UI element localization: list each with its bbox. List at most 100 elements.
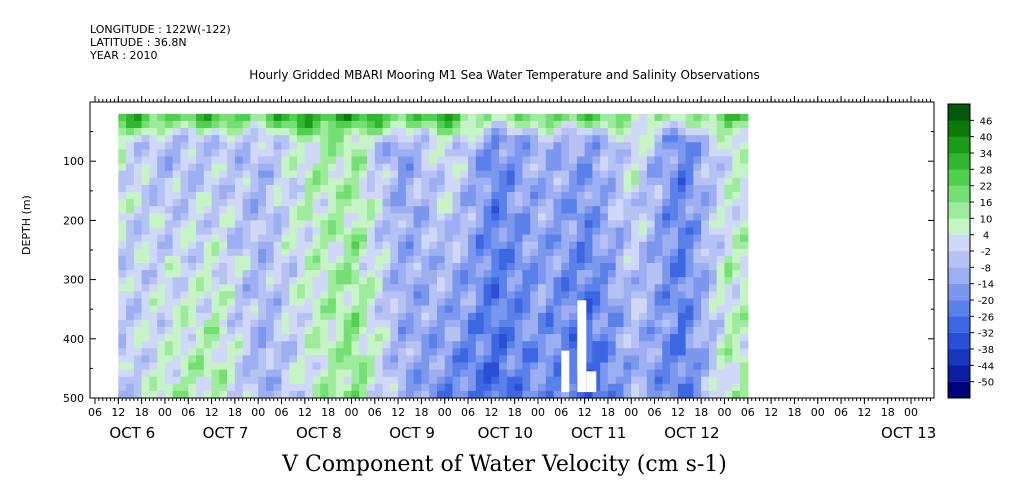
y-tick-label: 400 <box>63 333 84 346</box>
heatmap-cell <box>328 376 337 385</box>
heatmap-cell <box>273 319 283 328</box>
heatmap-cell <box>188 312 197 321</box>
heatmap-cell <box>483 327 492 335</box>
heatmap-cell <box>289 305 298 314</box>
heatmap-cell <box>133 362 143 371</box>
heatmap-cell <box>297 113 306 122</box>
heatmap-cell <box>374 255 384 264</box>
heatmap-cell <box>297 135 306 143</box>
heatmap-cell <box>491 341 500 349</box>
heatmap-cell <box>312 234 321 243</box>
heatmap-cell <box>740 220 749 229</box>
heatmap-cell <box>576 163 586 172</box>
colorbar-swatch <box>948 381 970 399</box>
heatmap-cell <box>592 177 601 186</box>
heatmap-cell <box>452 291 461 300</box>
heatmap-cell <box>374 369 384 378</box>
heatmap-cell <box>685 227 694 236</box>
heatmap-cell <box>118 199 127 207</box>
heatmap-cell <box>413 334 422 342</box>
heatmap-cell <box>281 248 290 257</box>
x-day-label: OCT 7 <box>203 424 249 442</box>
heatmap-cell <box>351 298 360 307</box>
heatmap-cell <box>413 206 422 214</box>
chart-title: Hourly Gridded MBARI Mooring M1 Sea Wate… <box>249 68 760 82</box>
heatmap-cell <box>335 135 345 143</box>
heatmap-cell <box>538 305 547 314</box>
heatmap-cell <box>607 312 617 321</box>
heatmap-cell <box>538 149 547 158</box>
heatmap-cell <box>522 248 531 257</box>
heatmap-cell <box>639 234 648 243</box>
heatmap-cell <box>701 248 710 257</box>
heatmap-cell <box>506 255 516 264</box>
heatmap-cell <box>273 213 283 221</box>
heatmap-cell <box>569 128 578 136</box>
heatmap-cell <box>297 369 306 378</box>
heatmap-cell <box>242 263 252 271</box>
heatmap-cell <box>211 213 220 221</box>
heatmap-cell <box>491 170 500 179</box>
heatmap-cell <box>328 327 337 335</box>
heatmap-cell <box>444 128 454 136</box>
heatmap-cell <box>133 305 143 314</box>
heatmap-cell <box>709 369 718 378</box>
heatmap-cell <box>654 227 663 236</box>
heatmap-cell <box>452 142 461 150</box>
heatmap-cell <box>646 277 656 285</box>
heatmap-cell <box>522 206 531 214</box>
heatmap-cell <box>180 120 189 129</box>
heatmap-cell <box>483 199 492 207</box>
heatmap-cell <box>149 128 158 136</box>
heatmap-cell <box>600 305 609 314</box>
heatmap-cell <box>242 128 252 136</box>
heatmap-cell <box>242 319 252 328</box>
heatmap-cell <box>600 390 609 399</box>
heatmap-cell <box>421 270 430 278</box>
heatmap-cell <box>382 213 391 221</box>
heatmap-cell <box>460 184 469 193</box>
heatmap-cell <box>367 177 376 186</box>
heatmap-cell <box>335 355 345 364</box>
heatmap-cell <box>398 142 407 150</box>
heatmap-cell <box>281 312 290 321</box>
heatmap-cell <box>545 341 555 349</box>
heatmap-cell <box>335 220 345 229</box>
heatmap-cell <box>623 263 632 271</box>
heatmap-cell <box>149 255 158 264</box>
heatmap-cell <box>677 192 687 200</box>
heatmap-cell <box>685 128 694 136</box>
heatmap-cell <box>281 192 290 200</box>
heatmap-cell <box>623 291 632 300</box>
heatmap-cell <box>623 270 632 278</box>
heatmap-cell <box>126 263 135 271</box>
heatmap-cell <box>211 305 220 314</box>
heatmap-cell <box>576 142 586 150</box>
heatmap-cell <box>126 213 135 221</box>
heatmap-cell <box>149 277 158 285</box>
heatmap-cell <box>716 213 726 221</box>
heatmap-cell <box>553 291 562 300</box>
heatmap-cell <box>693 369 702 378</box>
heatmap-cell <box>530 376 539 385</box>
heatmap-cell <box>569 227 578 236</box>
heatmap-cell <box>538 213 547 221</box>
heatmap-cell <box>685 355 694 364</box>
heatmap-cell <box>188 341 197 349</box>
heatmap-cell <box>234 369 244 378</box>
heatmap-cell <box>631 241 640 250</box>
heatmap-cell <box>250 241 259 250</box>
heatmap-cell <box>289 298 298 307</box>
heatmap-cell <box>522 234 531 243</box>
heatmap-cell <box>677 376 687 385</box>
heatmap-cell <box>569 149 578 158</box>
heatmap-cell <box>250 383 259 392</box>
heatmap-cell <box>654 263 663 271</box>
heatmap-cell <box>460 220 469 229</box>
heatmap-cell <box>576 291 586 300</box>
heatmap-cell <box>615 113 625 122</box>
heatmap-cell <box>133 248 143 257</box>
heatmap-cell <box>219 220 228 229</box>
heatmap-cell <box>584 156 593 165</box>
heatmap-cell <box>545 255 555 264</box>
